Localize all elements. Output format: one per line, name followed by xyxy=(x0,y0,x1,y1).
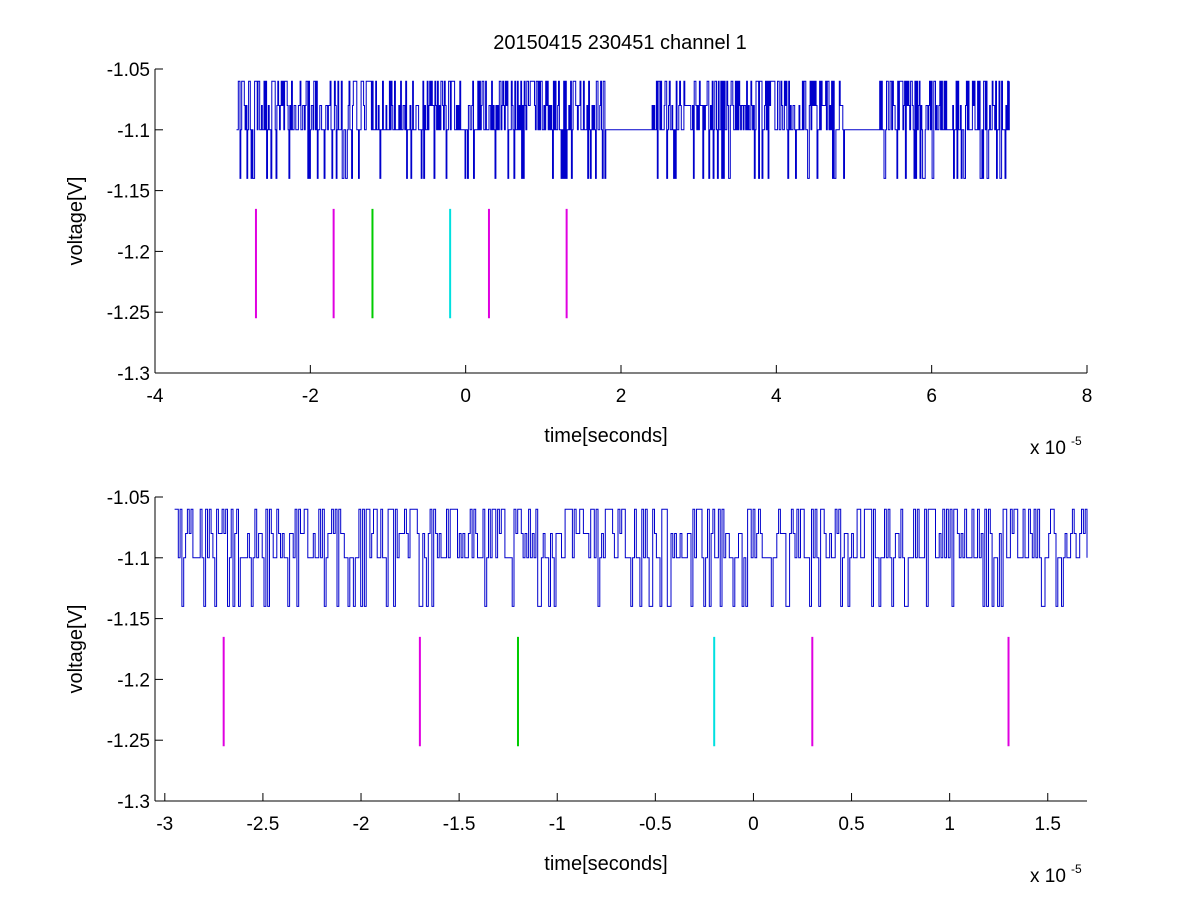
bottom-axes: -1.05 -1.1 -1.15 -1.2 -1.25 -1.3 -3 -2.5 -2 -1.5 -… xyxy=(65,488,1088,887)
signal-trace xyxy=(236,80,1010,179)
y-axis-label: voltage[V] xyxy=(65,605,87,694)
y-tick-label: -1.15 xyxy=(107,182,150,203)
x-exponent-label: x 10 xyxy=(1030,438,1066,459)
y-tick-label: -1.1 xyxy=(117,549,150,570)
x-tick-label: 4 xyxy=(771,386,782,407)
x-tick-label: 0 xyxy=(748,814,759,835)
top-axes: -1.05 -1.1 -1.15 -1.2 -1.25 -1.3-4 -2 0 2 4 6 8 time… xyxy=(65,60,1092,459)
x-tick-label: 8 xyxy=(1082,386,1093,407)
x-axis-label: time[seconds] xyxy=(544,425,667,447)
x-tick-label: 1.5 xyxy=(1035,814,1061,835)
x-tick-label: -1.5 xyxy=(443,814,476,835)
y-tick-label: -1.05 xyxy=(107,60,150,81)
x-axis-label: time[seconds] xyxy=(544,853,667,875)
x-tick-label: 0 xyxy=(460,386,471,407)
x-tick-label: 0.5 xyxy=(838,814,864,835)
x-tick-label: -2 xyxy=(302,386,319,407)
y-tick-label: -1.2 xyxy=(117,242,150,263)
x-tick-label: -4 xyxy=(147,386,164,407)
x-tick-label: 2 xyxy=(616,386,627,407)
x-exponent-power: -5 xyxy=(1071,434,1082,448)
x-tick-label: -2.5 xyxy=(247,814,280,835)
y-axis-label: voltage[V] xyxy=(65,177,87,266)
figure-title: 20150415 230451 channel 1 xyxy=(493,32,747,54)
x-tick-label: 6 xyxy=(926,386,937,407)
y-tick-label: -1.15 xyxy=(107,610,150,631)
x-exponent-power: -5 xyxy=(1071,862,1082,876)
y-tick-label: -1.2 xyxy=(117,670,150,691)
x-exponent-label: x 10 xyxy=(1030,866,1066,887)
signal-trace xyxy=(174,508,1088,607)
y-tick-label: -1.1 xyxy=(117,121,150,142)
x-tick-label: -1 xyxy=(549,814,566,835)
y-tick-label: -1.25 xyxy=(107,303,150,324)
y-tick-label: -1.3 xyxy=(117,364,150,385)
y-tick-label: -1.3 xyxy=(117,792,150,813)
x-tick-label: 1 xyxy=(944,814,955,835)
x-tick-label: -0.5 xyxy=(639,814,672,835)
x-tick-label: -3 xyxy=(156,814,173,835)
y-tick-label: -1.25 xyxy=(107,731,150,752)
x-tick-label: -2 xyxy=(353,814,370,835)
y-tick-label: -1.05 xyxy=(107,488,150,509)
